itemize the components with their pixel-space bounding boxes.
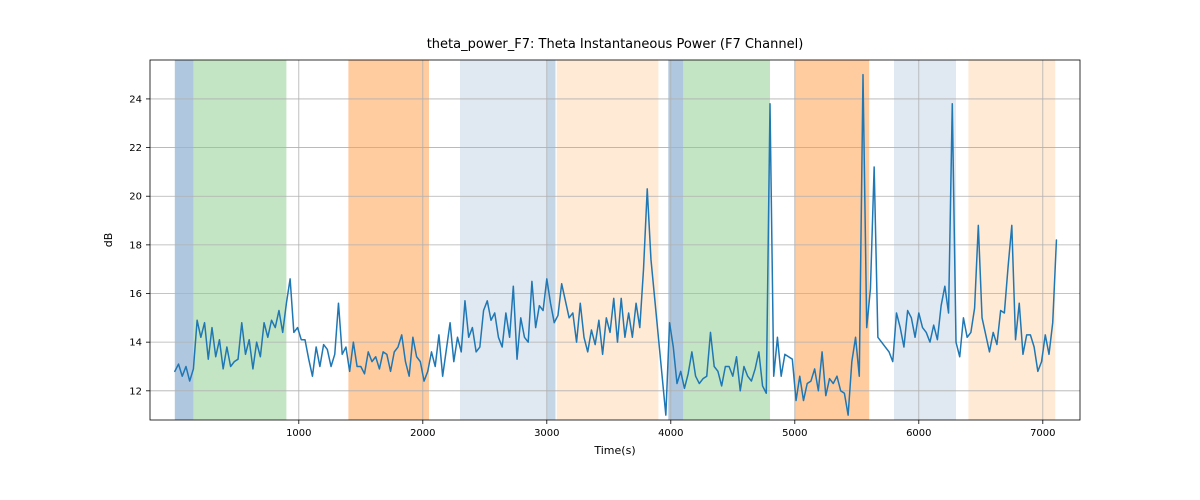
y-tick-label: 14 <box>129 338 142 349</box>
x-tick-label: 1000 <box>286 428 311 439</box>
x-tick-label: 2000 <box>410 428 435 439</box>
y-tick-label: 18 <box>129 240 142 251</box>
x-axis-label: Time(s) <box>593 444 635 457</box>
shaded-region-4 <box>547 60 556 420</box>
y-tick-label: 22 <box>129 143 142 154</box>
x-tick-label: 4000 <box>658 428 683 439</box>
shaded-region-1 <box>193 60 286 420</box>
y-tick-label: 24 <box>129 94 142 105</box>
shaded-region-5 <box>557 60 659 420</box>
x-tick-label: 3000 <box>534 428 559 439</box>
x-tick-label: 6000 <box>906 428 931 439</box>
y-axis-label: dB <box>102 233 115 248</box>
shaded-region-9 <box>894 60 956 420</box>
x-tick-label: 7000 <box>1030 428 1055 439</box>
chart-title: theta_power_F7: Theta Instantaneous Powe… <box>427 37 804 52</box>
plot-area <box>150 60 1080 420</box>
shaded-region-3 <box>460 60 547 420</box>
y-tick-label: 20 <box>129 192 142 203</box>
theta-power-chart: 1000 2000 3000 4000 5000 6000 7000 12 14 16 18 20 2… <box>0 0 1200 500</box>
y-tick-label: 12 <box>129 386 142 397</box>
chart-container: 1000 2000 3000 4000 5000 6000 7000 12 14 16 18 20 2… <box>0 0 1200 500</box>
y-tick-label: 16 <box>129 289 142 300</box>
x-tick-label: 5000 <box>782 428 807 439</box>
